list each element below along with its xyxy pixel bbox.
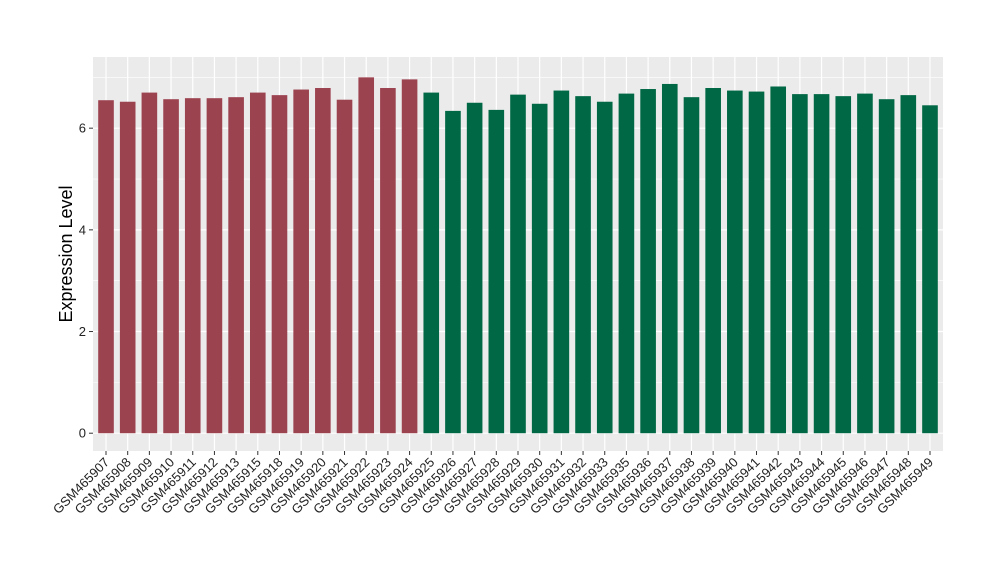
- bar-GSM465949: [922, 105, 938, 434]
- bar-GSM465907: [98, 100, 114, 434]
- bar-GSM465930: [531, 103, 548, 434]
- bar-GSM465938: [683, 97, 700, 434]
- bar-GSM465939: [705, 88, 721, 434]
- bar-GSM465923: [380, 88, 396, 434]
- bar-GSM465937: [661, 83, 678, 434]
- bar-GSM465911: [184, 98, 201, 434]
- bar-GSM465933: [596, 101, 613, 434]
- bar-GSM465908: [119, 101, 136, 434]
- y-tick-label: 0: [79, 426, 86, 441]
- bar-GSM465929: [510, 94, 526, 434]
- bar-GSM465925: [423, 92, 440, 434]
- y-tick-label: 4: [79, 222, 86, 237]
- bar-GSM465942: [770, 86, 787, 434]
- bar-GSM465924: [401, 79, 418, 434]
- bar-GSM465922: [358, 77, 375, 434]
- y-tick-label: 2: [79, 324, 86, 339]
- bar-GSM465931: [553, 90, 570, 434]
- bar-GSM465941: [748, 91, 765, 434]
- y-axis-title: Expression Level: [56, 185, 76, 322]
- bar-GSM465928: [488, 109, 505, 434]
- bar-GSM465921: [336, 99, 353, 434]
- bar-GSM465935: [618, 93, 635, 434]
- bar-GSM465920: [315, 88, 331, 434]
- bar-GSM465919: [293, 89, 309, 434]
- bar-GSM465918: [271, 95, 288, 434]
- bars: [98, 77, 938, 434]
- bar-GSM465943: [792, 94, 808, 434]
- bar-GSM465940: [727, 90, 743, 434]
- bar-GSM465909: [141, 92, 158, 434]
- bar-GSM465944: [813, 94, 830, 434]
- bar-GSM465910: [163, 99, 179, 434]
- bar-GSM465932: [575, 96, 591, 434]
- bar-GSM465912: [206, 98, 223, 434]
- bar-GSM465927: [466, 102, 483, 434]
- bar-GSM465946: [857, 93, 873, 434]
- bar-GSM465948: [900, 95, 917, 434]
- y-tick-label: 6: [79, 121, 86, 136]
- x-axis: GSM465907GSM465908GSM465909GSM465910GSM4…: [50, 451, 936, 517]
- bar-GSM465947: [878, 99, 895, 434]
- y-axis: 0 2 4 6: [79, 121, 93, 441]
- bar-GSM465913: [228, 97, 244, 434]
- bar-GSM465926: [445, 110, 461, 434]
- bar-GSM465945: [835, 96, 852, 434]
- bar-GSM465936: [640, 89, 656, 434]
- bar-GSM465915: [249, 92, 266, 434]
